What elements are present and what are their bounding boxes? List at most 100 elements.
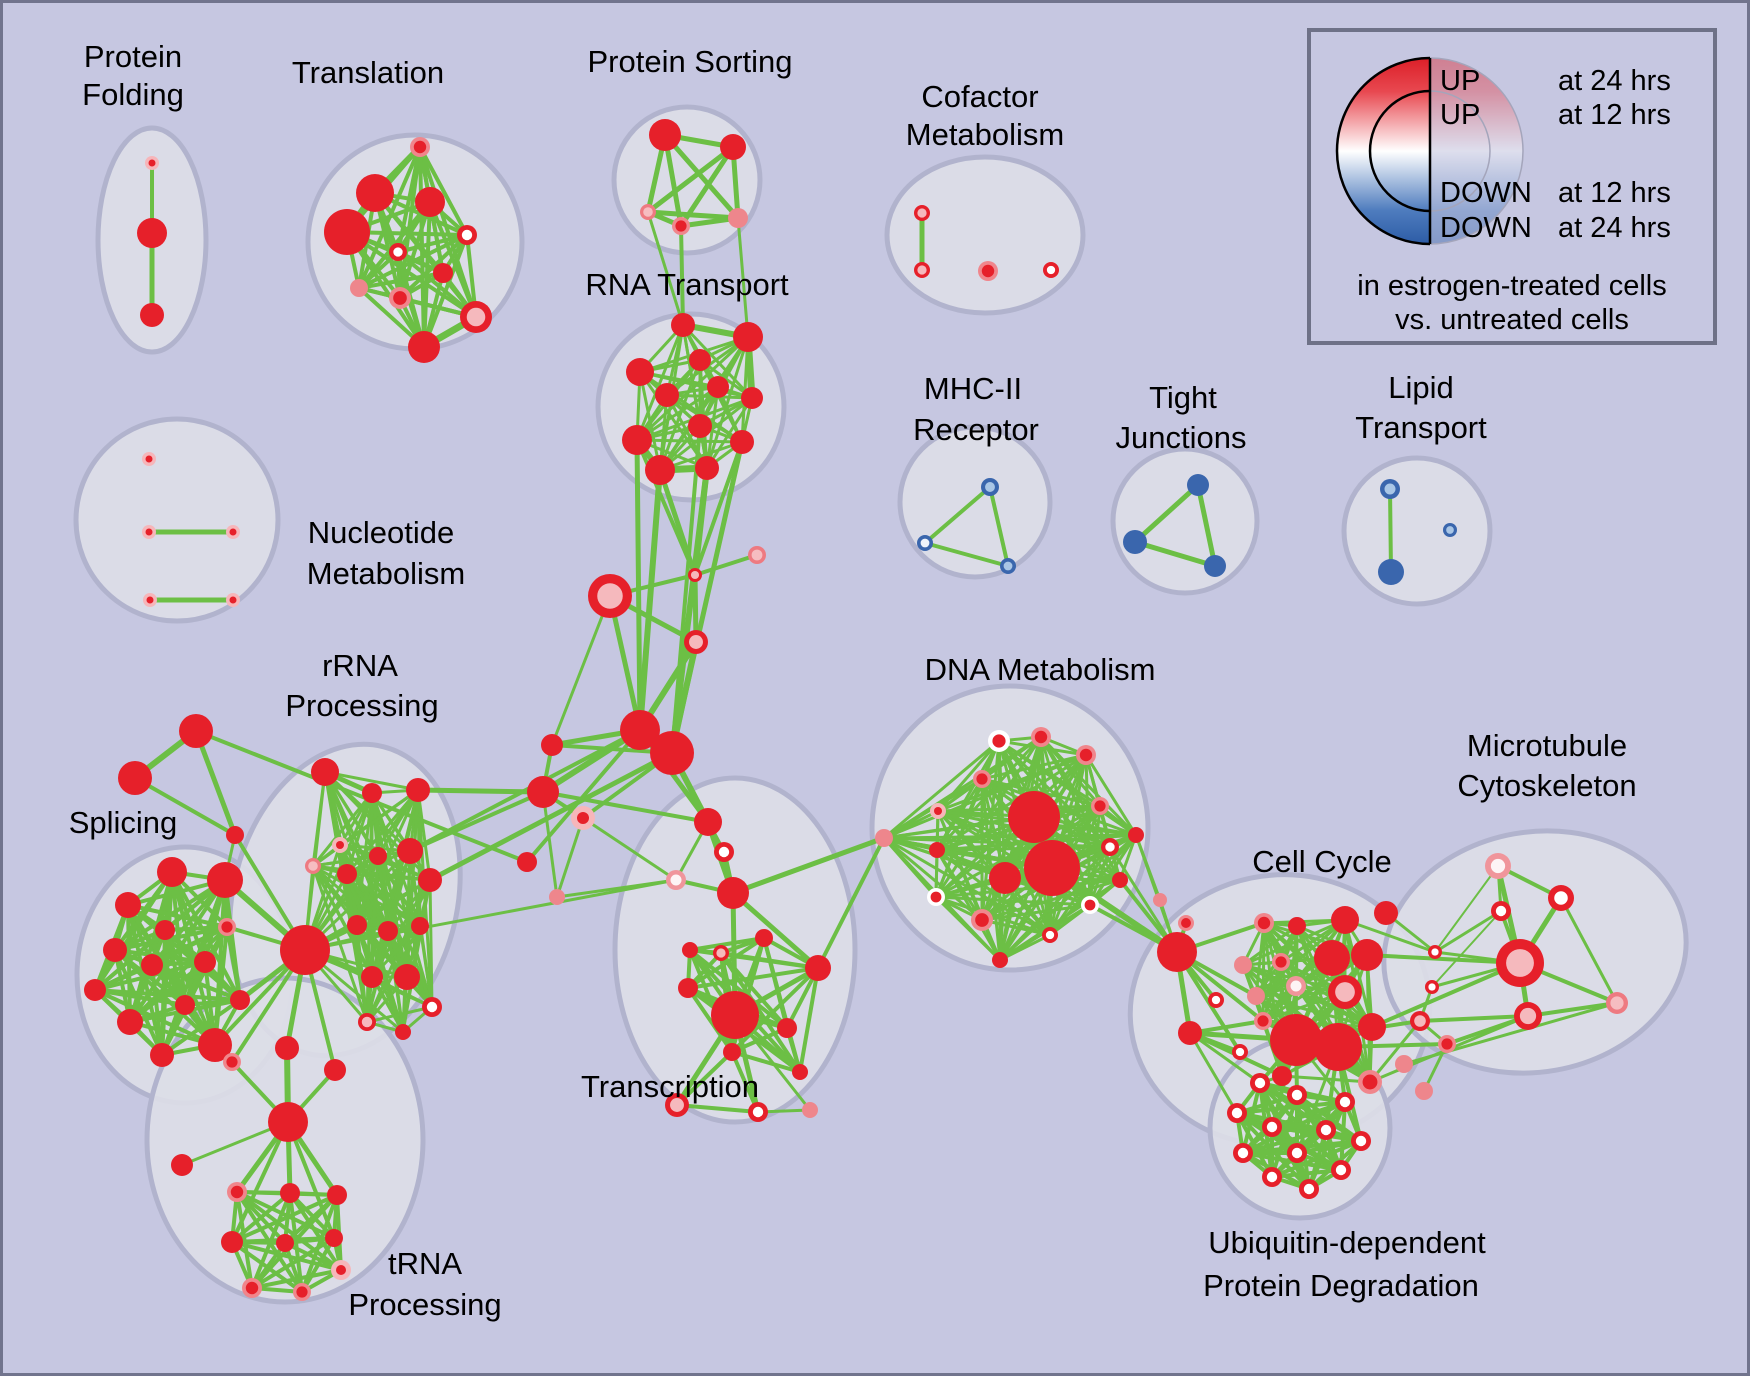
edge: [1402, 1001, 1619, 1066]
node-circle: [1128, 827, 1144, 843]
node-circle: [622, 425, 652, 455]
node-circle: [276, 1234, 294, 1252]
node-inner-core: [1045, 930, 1055, 940]
edge: [1254, 918, 1347, 998]
cluster-ellipse-lipid-transport: [1341, 455, 1493, 607]
label-cell-cycle: Cell Cycle: [1252, 844, 1392, 879]
label-protein-folding-1: Protein: [84, 39, 182, 74]
edge: [665, 393, 754, 400]
node-inner-core: [361, 1016, 373, 1028]
node: [378, 921, 398, 941]
node: [276, 1234, 294, 1252]
node-circle: [280, 925, 330, 975]
legend-time-0: at 24 hrs: [1558, 65, 1671, 97]
edge: [1388, 487, 1393, 574]
node-circle: [1247, 987, 1265, 1005]
node: [325, 1229, 343, 1247]
node-inner-core: [917, 208, 927, 218]
node: [1234, 956, 1252, 974]
node-inner-core: [1275, 956, 1287, 968]
label-cofactor-2: Metabolism: [906, 117, 1065, 152]
node: [914, 205, 930, 221]
node-inner-core: [1235, 1047, 1245, 1057]
edge: [345, 872, 405, 1034]
node-circle: [1024, 840, 1080, 896]
edge: [1433, 909, 1503, 954]
node-circle: [1351, 939, 1383, 971]
node: [992, 952, 1008, 968]
node: [517, 852, 537, 872]
node: [1485, 853, 1511, 879]
node-circle: [992, 952, 1008, 968]
node: [1514, 1002, 1542, 1030]
edge: [679, 224, 685, 327]
node-inner-core: [670, 1098, 684, 1112]
node-circle: [175, 995, 195, 1015]
edge: [1270, 1168, 1343, 1179]
edge: [428, 878, 434, 1009]
node-circle: [650, 731, 694, 775]
edge: [923, 541, 1010, 568]
edge: [1526, 1001, 1619, 1018]
node: [356, 174, 394, 212]
node-inner-core: [308, 861, 318, 871]
edge: [736, 216, 750, 339]
edge: [370, 975, 434, 1009]
node: [175, 995, 195, 1015]
edge: [311, 770, 327, 868]
node-circle: [1314, 940, 1350, 976]
node-inner-core: [716, 948, 726, 958]
node-circle: [337, 864, 357, 884]
node-inner-core: [690, 570, 700, 580]
node-circle: [549, 889, 565, 905]
edge: [730, 1050, 760, 1114]
node-circle: [755, 929, 773, 947]
node-circle: [649, 119, 681, 151]
node: [280, 1183, 300, 1203]
node: [226, 826, 244, 844]
node-circle: [695, 456, 719, 480]
node-inner-core: [1446, 526, 1454, 534]
node-inner-core: [393, 291, 407, 305]
label-rrna-1: rRNA: [322, 648, 398, 683]
node: [1247, 987, 1265, 1005]
node-inner-core: [413, 140, 427, 154]
node-circle: [689, 349, 711, 371]
node-circle: [682, 942, 698, 958]
node-circle: [394, 964, 420, 990]
edge: [1132, 482, 1201, 545]
node: [1286, 976, 1306, 996]
node-inner-core: [1384, 483, 1396, 495]
node-inner-core: [1320, 1124, 1332, 1136]
node-circle: [671, 313, 695, 337]
node: [622, 425, 652, 455]
node-circle: [327, 1185, 347, 1205]
node: [362, 783, 382, 803]
node-circle: [1204, 555, 1226, 577]
node: [678, 978, 698, 998]
node: [1443, 523, 1457, 537]
edge: [555, 816, 585, 899]
node: [369, 847, 387, 865]
edge: [303, 878, 678, 952]
node: [327, 1185, 347, 1205]
node-inner-core: [577, 812, 589, 824]
node-inner-core: [1291, 1147, 1303, 1159]
node-inner-core: [1181, 918, 1191, 928]
node: [324, 209, 370, 255]
node: [755, 929, 773, 947]
node-circle: [356, 174, 394, 212]
node-circle: [115, 892, 141, 918]
node: [682, 942, 698, 958]
edge: [1434, 865, 1499, 953]
node: [143, 593, 157, 607]
node-circle: [1153, 893, 1167, 907]
edge: [998, 833, 1138, 962]
node-circle: [1178, 1021, 1202, 1045]
node: [694, 808, 722, 836]
node: [141, 954, 163, 976]
node-inner-core: [1414, 1015, 1426, 1027]
node-inner-core: [1290, 980, 1302, 992]
